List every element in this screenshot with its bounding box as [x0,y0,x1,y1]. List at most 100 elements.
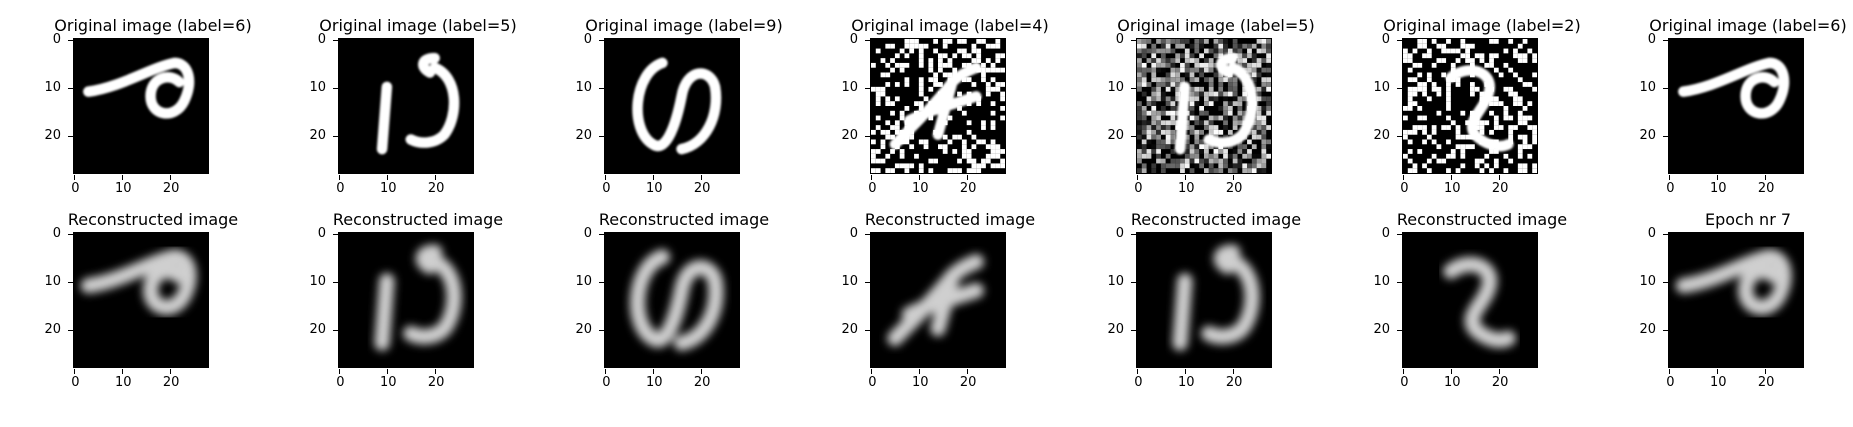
y-tick-label: 0 [1628,32,1668,47]
digit-image [339,39,473,173]
stroke-path [1678,57,1790,119]
x-tick-label: 20 [953,175,983,196]
y-tick-label: 0 [1096,32,1136,47]
image-axes [1402,232,1538,368]
digit-stroke [83,57,195,119]
x-tick-label: 10 [1703,369,1733,390]
stroke-path [932,76,958,140]
digit-image [605,39,739,173]
x-tick-label: 0 [1123,369,1153,390]
image-axes [604,38,740,174]
x-tick-label: 0 [1655,175,1685,196]
stroke-path [1174,81,1191,155]
x-tick-label: 0 [60,369,90,390]
x-tick-label: 0 [325,175,355,196]
x-tick-label: 10 [1171,175,1201,196]
y-tick-label: 10 [564,274,604,289]
stroke-path [1213,244,1241,275]
y-tick-label: 0 [1362,32,1402,47]
image-background [74,39,208,173]
x-tick-label: 20 [156,175,186,196]
digit-stroke [1443,256,1516,348]
y-tick-label: 0 [298,226,338,241]
x-tick-label: 20 [421,369,451,390]
y-tick-label: 10 [1362,274,1402,289]
panel-title: Original image (label=9) [585,16,783,35]
x-tick-label: 0 [1655,369,1685,390]
x-tick-label: 20 [687,175,717,196]
digit-image [1403,233,1537,367]
digit-stroke [80,249,197,315]
x-tick-label: 10 [108,369,138,390]
x-tick-label: 0 [325,369,355,390]
stroke-path [930,268,961,337]
y-tick-label: 10 [1096,80,1136,95]
x-tick-label: 10 [373,175,403,196]
panel-title: Original image (label=5) [1117,16,1315,35]
y-tick-label: 10 [830,274,870,289]
digit-image [605,233,739,367]
y-tick-label: 20 [1628,322,1668,337]
panel-title: Original image (label=2) [1383,16,1581,35]
original-image-panel: Original image (label=5) 0 10 20 0 10 20 [1107,16,1314,233]
digit-stroke [1172,244,1260,351]
x-tick-label: 0 [1389,175,1419,196]
x-tick-label: 20 [1219,369,1249,390]
stroke-path [405,62,460,148]
image-axes [338,38,474,174]
y-tick-label: 20 [1362,322,1402,337]
stroke-path [418,52,440,78]
y-tick-label: 20 [298,128,338,143]
x-tick-label: 0 [1389,369,1419,390]
y-tick-label: 10 [33,80,73,95]
x-tick-label: 20 [1485,369,1515,390]
reconstructed-image-panel: Reconstructed image 0 10 20 0 10 20 [44,210,238,427]
y-tick-label: 10 [298,80,338,95]
y-tick-label: 0 [1096,226,1136,241]
stroke-path [1201,254,1260,345]
y-tick-label: 20 [1096,128,1136,143]
digit-image [339,233,473,367]
image-axes [1136,232,1272,368]
x-tick-label: 0 [1123,175,1153,196]
y-tick-label: 10 [1096,274,1136,289]
panel-title: Original image (label=6) [54,16,252,35]
digit-stroke [1445,65,1514,152]
image-axes [1136,38,1272,174]
digit-image [74,39,208,173]
x-tick-label: 20 [687,369,717,390]
stroke-path [904,91,982,126]
digit-stroke [632,57,722,155]
x-tick-label: 0 [857,175,887,196]
y-tick-label: 20 [1096,322,1136,337]
image-background [1403,233,1537,367]
panel-title: Reconstructed image [1130,210,1302,229]
y-tick-label: 10 [1628,274,1668,289]
x-tick-label: 20 [156,369,186,390]
y-tick-label: 10 [33,274,73,289]
original-image-panel: Original image (label=4) 0 10 20 0 10 20 [841,16,1048,233]
stroke-path [403,254,462,345]
stroke-path [83,57,195,119]
x-tick-label: 0 [60,175,90,196]
stroke-path [374,273,395,351]
digit-image [1137,39,1271,173]
stroke-path [629,249,724,351]
x-tick-label: 20 [1485,175,1515,196]
y-tick-label: 0 [830,226,870,241]
digit-stroke [374,244,462,351]
y-tick-label: 20 [33,322,73,337]
reconstructed-image-panel: Epoch nr 7 0 10 20 0 10 20 [1639,210,1828,427]
panel-title: Reconstructed image [332,210,504,229]
y-tick-label: 20 [298,322,338,337]
digit-image [1403,39,1537,173]
original-image-panel: Original image (label=2) 0 10 20 0 10 20 [1373,16,1580,233]
digit-image [1669,39,1803,173]
panel-title: Original image (label=5) [319,16,517,35]
x-tick-label: 20 [421,175,451,196]
stroke-path [415,244,443,275]
digit-stroke [889,62,982,150]
x-tick-label: 10 [905,175,935,196]
stroke-path [1216,52,1238,78]
y-tick-label: 20 [1362,128,1402,143]
